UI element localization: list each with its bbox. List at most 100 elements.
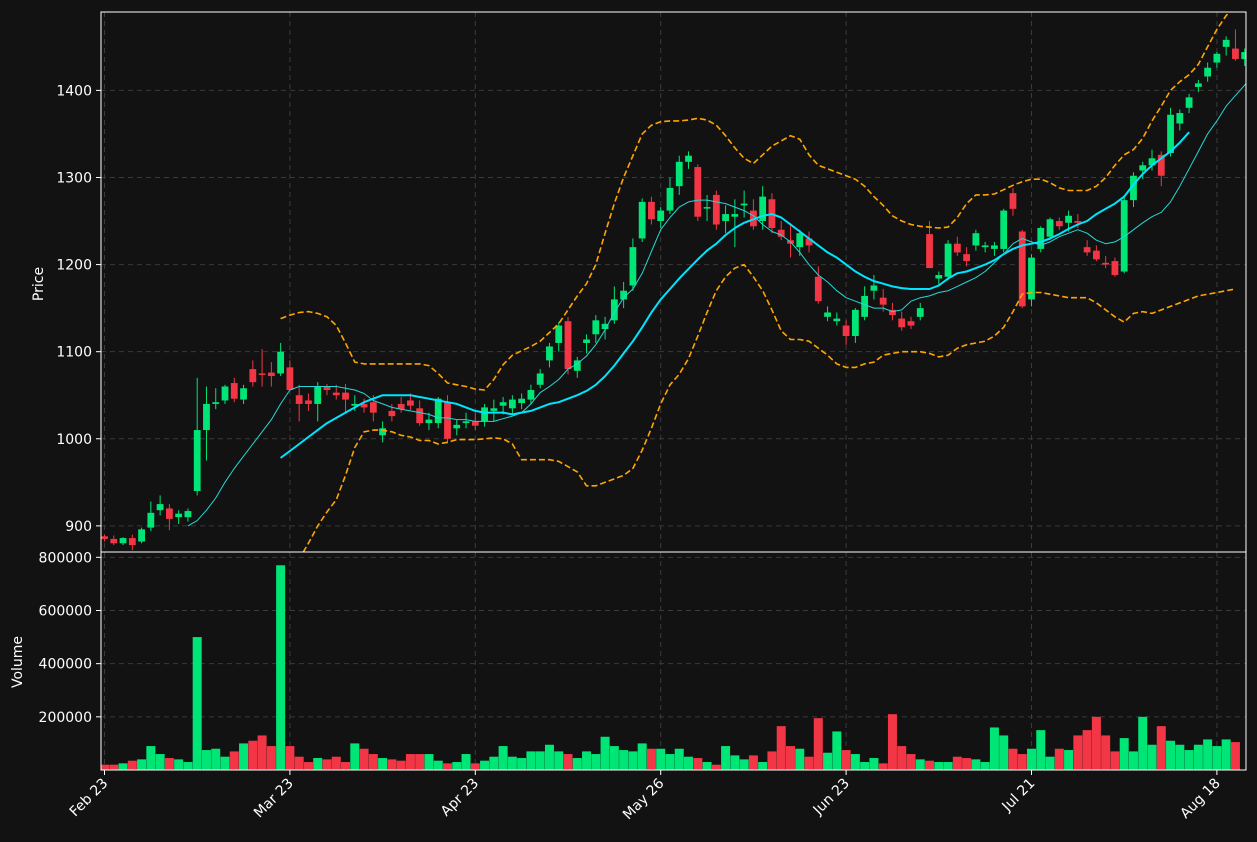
volume-bar [897,746,907,770]
volume-bar [239,743,249,770]
volume-bar [526,751,536,770]
volume-bar [748,755,758,770]
volume-y-tick-label: 800000 [39,550,92,566]
volume-bar [101,764,109,770]
volume-bar [470,763,480,770]
price-axis-label: Price [31,267,47,301]
volume-bar [517,758,527,770]
volume-bar [1027,748,1036,770]
candle-body [666,187,674,211]
volume-bar [1147,744,1157,770]
candle-body [879,297,887,305]
volume-bar [480,760,490,770]
candle-body [230,383,238,399]
candle-body [267,372,275,377]
candle-body [1167,114,1174,154]
candle-body [1102,262,1110,265]
candle-body [814,276,822,302]
candle-body [305,400,312,404]
volume-bar [971,759,981,770]
volume-bar [962,758,972,770]
volume-bar [1082,730,1092,770]
volume-bar [1101,735,1111,770]
volume-bar [767,751,777,770]
volume-bar [155,754,165,770]
candle-body [156,504,164,511]
price-y-tick-label: 1400 [56,83,92,99]
volume-bar [415,754,425,770]
volume-bar [1017,754,1027,770]
volume-bar [934,762,944,770]
volume-bar [461,754,471,770]
candle-body [165,508,173,519]
candle-body [147,512,155,528]
volume-bar [266,746,276,770]
volume-bar [823,752,833,770]
volume-y-tick-label: 200000 [39,710,92,726]
volume-bar [1036,730,1046,770]
volume-bar [1054,748,1064,770]
volume-y-tick-label: 400000 [39,657,92,673]
candle-body [1092,250,1100,260]
candle-body [610,299,618,321]
candle-body [221,386,229,401]
volume-bar [192,637,202,770]
volume-y-tick-label: 600000 [39,603,92,619]
candlestick-series [101,29,1246,551]
candle-body [444,402,451,439]
volume-bar [146,746,156,770]
candle-body [397,403,405,410]
volume-bar [368,754,378,770]
candle-body [953,243,961,253]
volume-bar [313,758,323,770]
volume-bar [174,759,184,770]
volume-bar [980,762,990,770]
volume-bar [424,754,434,770]
volume-bar [544,744,554,770]
candle-body [851,309,859,336]
volume-bar [646,748,656,770]
candle-body [138,529,145,542]
candle-body [175,513,183,518]
candle-body [629,247,637,286]
volume-bar [229,751,239,770]
candle-body [1065,215,1072,223]
candle-body [1074,221,1082,223]
volume-bar [1064,750,1074,770]
volume-bar [322,759,332,770]
volume-bar [257,735,267,770]
candle-body [1120,200,1128,272]
volume-bar [1175,744,1185,770]
volume-grid [101,552,1246,770]
price-grid [101,12,1246,552]
candle-body [694,167,702,217]
candle-body [833,318,841,322]
candle-body [573,360,581,371]
candle-body [453,424,461,429]
candle-body [360,403,368,408]
candle-body [425,419,433,424]
volume-bar [915,759,925,770]
volume-bar [350,743,360,770]
candle-body [685,155,692,162]
volume-bar [341,762,351,770]
candle-body [407,400,414,406]
volume-bar [1073,735,1083,770]
candle-body [546,346,553,361]
volume-bar [600,736,610,770]
volume-bar [776,726,786,770]
candle-body [490,408,498,411]
volume-bar [442,763,452,770]
volume-axis-label: Volume [10,636,26,688]
candle-body [805,238,813,246]
candle-body [277,351,285,374]
volume-bar [1230,742,1240,770]
candle-body [369,402,377,413]
volume-bar [860,762,870,770]
volume-bar [1193,744,1203,770]
candle-body [258,373,266,375]
volume-bar [887,714,897,770]
candle-body [240,388,247,400]
volume-bar [925,760,935,770]
